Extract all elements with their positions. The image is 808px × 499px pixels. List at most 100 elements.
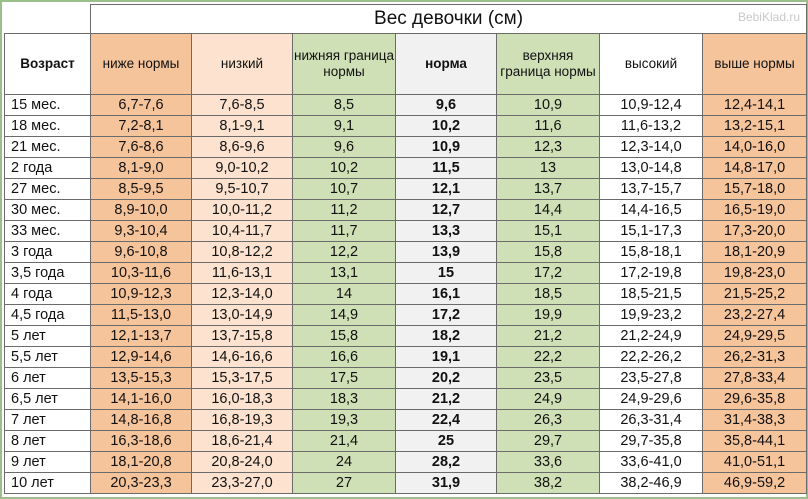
value-cell: 46,9-59,2	[701, 472, 808, 494]
value-cell: 9,6	[292, 136, 396, 158]
value-cell: 14,8-17,0	[701, 157, 808, 179]
value-cell: 13,3	[395, 220, 497, 242]
value-cell: 23,5	[496, 367, 600, 389]
value-cell: 35,8-44,1	[701, 430, 808, 452]
age-cell: 18 мес.	[4, 115, 91, 137]
value-cell: 13,2-15,1	[701, 115, 808, 137]
value-cell: 14,4-16,5	[599, 199, 703, 221]
age-cell: 5 лет	[4, 325, 91, 347]
value-cell: 10,7	[292, 178, 396, 200]
value-cell: 14,9	[292, 304, 396, 326]
table-row: 3,5 года 10,3-11,6 11,6-13,1 13,1 15 17,2 17,2…	[4, 262, 808, 284]
value-cell: 12,3	[496, 136, 600, 158]
value-cell: 18,5-21,5	[599, 283, 703, 305]
value-cell: 16,5-19,0	[701, 199, 808, 221]
value-cell: 7,6-8,5	[191, 94, 293, 116]
value-cell: 15,8	[496, 241, 600, 263]
value-cell: 17,3-20,0	[701, 220, 808, 242]
value-cell: 23,3-27,0	[191, 472, 293, 494]
table-row: 4 года 10,9-12,3 12,3-14,0 14 16,1 18,5 18,5-2…	[4, 283, 808, 305]
table-row: 18 мес. 7,2-8,1 8,1-9,1 9,1 10,2 11,6 11,6-13,…	[4, 115, 808, 137]
table-row: 15 мес. 6,7-7,6 7,6-8,5 8,5 9,6 10,9 10,9-12,4…	[4, 94, 808, 116]
value-cell: 8,5	[292, 94, 396, 116]
value-cell: 18,1-20,9	[701, 241, 808, 263]
table-row: 2 года 8,1-9,0 9,0-10,2 10,2 11,5 13 13,0-14,8…	[4, 157, 808, 179]
column-header: выше нормы	[701, 33, 808, 95]
value-cell: 24,9-29,6	[599, 388, 703, 410]
value-cell: 23,5-27,8	[599, 367, 703, 389]
girl-weight-table: Вес девочки (см) Возраст ниже нормы низки…	[4, 4, 808, 494]
table-row: 3 года 9,6-10,8 10,8-12,2 12,2 13,9 15,8 15,8-…	[4, 241, 808, 263]
age-cell: 6,5 лет	[4, 388, 91, 410]
table-row: 6 лет 13,5-15,3 15,3-17,5 17,5 20,2 23,5 23,5-…	[4, 367, 808, 389]
value-cell: 25	[395, 430, 497, 452]
table-row: 5,5 лет 12,9-14,6 14,6-16,6 16,6 19,1 22,2 22,…	[4, 346, 808, 368]
table-row: 33 мес. 9,3-10,4 10,4-11,7 11,7 13,3 15,1 15,1…	[4, 220, 808, 242]
value-cell: 9,3-10,4	[90, 220, 192, 242]
value-cell: 17,5	[292, 367, 396, 389]
value-cell: 21,4	[292, 430, 396, 452]
value-cell: 24	[292, 451, 396, 473]
value-cell: 10,4-11,7	[191, 220, 293, 242]
age-column-header: Возраст	[4, 33, 91, 95]
value-cell: 15,7-18,0	[701, 178, 808, 200]
value-cell: 8,5-9,5	[90, 178, 192, 200]
value-cell: 15,1-17,3	[599, 220, 703, 242]
age-cell: 4 года	[4, 283, 91, 305]
value-cell: 22,4	[395, 409, 497, 431]
value-cell: 24,9-29,5	[701, 325, 808, 347]
value-cell: 8,1-9,0	[90, 157, 192, 179]
value-cell: 11,6-13,2	[599, 115, 703, 137]
value-cell: 33,6	[496, 451, 600, 473]
table-row: 6,5 лет 14,1-16,0 16,0-18,3 18,3 21,2 24,9 24,…	[4, 388, 808, 410]
value-cell: 13	[496, 157, 600, 179]
age-cell: 9 лет	[4, 451, 91, 473]
age-cell: 30 мес.	[4, 199, 91, 221]
value-cell: 19,8-23,0	[701, 262, 808, 284]
value-cell: 12,3-14,0	[191, 283, 293, 305]
value-cell: 11,6	[496, 115, 600, 137]
value-cell: 16,1	[395, 283, 497, 305]
value-cell: 19,9-23,2	[599, 304, 703, 326]
value-cell: 12,1	[395, 178, 497, 200]
table-row: 30 мес. 8,9-10,0 10,0-11,2 11,2 12,7 14,4 14,4…	[4, 199, 808, 221]
value-cell: 18,6-21,4	[191, 430, 293, 452]
value-cell: 38,2	[496, 472, 600, 494]
value-cell: 22,2-26,2	[599, 346, 703, 368]
value-cell: 8,1-9,1	[191, 115, 293, 137]
value-cell: 15,3-17,5	[191, 367, 293, 389]
age-cell: 15 мес.	[4, 94, 91, 116]
table-row: 10 лет 20,3-23,3 23,3-27,0 27 31,9 38,2 38,2-4…	[4, 472, 808, 494]
value-cell: 20,8-24,0	[191, 451, 293, 473]
value-cell: 16,3-18,6	[90, 430, 192, 452]
value-cell: 16,8-19,3	[191, 409, 293, 431]
value-cell: 29,7-35,8	[599, 430, 703, 452]
value-cell: 10,0-11,2	[191, 199, 293, 221]
value-cell: 19,1	[395, 346, 497, 368]
value-cell: 20,2	[395, 367, 497, 389]
value-cell: 11,5-13,0	[90, 304, 192, 326]
column-header-row: Возраст ниже нормы низкий нижняя граница н…	[4, 33, 808, 95]
table-body: 15 мес. 6,7-7,6 7,6-8,5 8,5 9,6 10,9 10,9-12,4…	[4, 94, 808, 494]
age-cell: 4,5 года	[4, 304, 91, 326]
age-cell: 8 лет	[4, 430, 91, 452]
value-cell: 41,0-51,1	[701, 451, 808, 473]
value-cell: 11,2	[292, 199, 396, 221]
value-cell: 9,5-10,7	[191, 178, 293, 200]
value-cell: 27	[292, 472, 396, 494]
value-cell: 19,9	[496, 304, 600, 326]
value-cell: 19,3	[292, 409, 396, 431]
value-cell: 31,4-38,3	[701, 409, 808, 431]
value-cell: 15	[395, 262, 497, 284]
value-cell: 38,2-46,9	[599, 472, 703, 494]
column-header: верхняя граница нормы	[496, 33, 600, 95]
value-cell: 10,9	[496, 94, 600, 116]
value-cell: 31,9	[395, 472, 497, 494]
value-cell: 16,6	[292, 346, 396, 368]
value-cell: 12,3-14,0	[599, 136, 703, 158]
value-cell: 7,6-8,6	[90, 136, 192, 158]
column-header: нижняя граница нормы	[292, 33, 396, 95]
value-cell: 8,6-9,6	[191, 136, 293, 158]
column-header: высокий	[599, 33, 703, 95]
